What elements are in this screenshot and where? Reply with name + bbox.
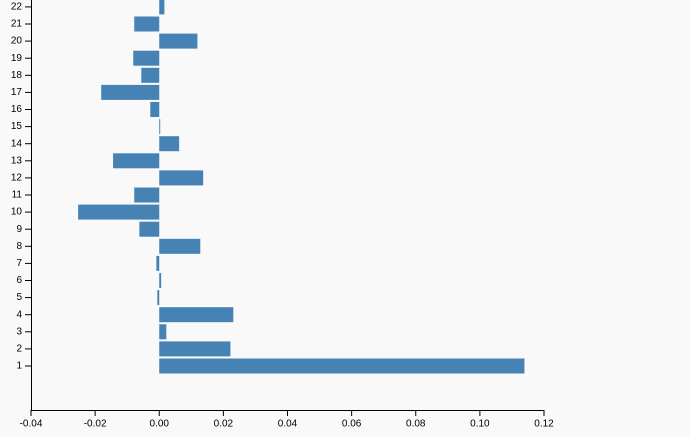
y-tick-label: 13 — [11, 155, 23, 166]
bar — [133, 50, 160, 66]
x-tick-label: -0.04 — [20, 419, 43, 430]
bar — [139, 221, 160, 237]
bar — [159, 33, 198, 49]
y-tick-label: 16 — [11, 104, 23, 115]
y-tick-label: 2 — [16, 344, 22, 355]
bar — [78, 204, 160, 220]
bar — [159, 0, 165, 15]
x-tick-label: 0.10 — [470, 419, 490, 430]
y-tick-label: 8 — [16, 241, 22, 252]
x-tick-label: 0.02 — [214, 419, 234, 430]
y-tick-label: 1 — [16, 361, 22, 372]
bar — [134, 16, 160, 32]
y-tick-label: 12 — [11, 173, 23, 184]
x-tick-label: -0.02 — [84, 419, 107, 430]
bar — [159, 324, 167, 340]
y-tick-label: 15 — [11, 121, 23, 132]
bar — [159, 119, 161, 135]
y-tick-label: 7 — [16, 258, 22, 269]
y-tick-label: 14 — [11, 138, 23, 149]
x-tick-label: 0.06 — [342, 419, 362, 430]
bar — [134, 187, 160, 203]
y-tick-label: 9 — [16, 224, 22, 235]
y-tick-label: 21 — [11, 19, 23, 30]
bar — [159, 341, 231, 357]
bar — [159, 238, 201, 254]
y-tick-label: 22 — [11, 2, 23, 13]
x-tick-label: 0.08 — [406, 419, 426, 430]
bar — [150, 102, 160, 117]
bar — [159, 307, 234, 323]
bar — [159, 358, 525, 374]
y-tick-label: 20 — [11, 36, 23, 47]
y-tick-label: 18 — [11, 70, 23, 81]
bar — [113, 153, 160, 169]
y-tick-label: 6 — [16, 275, 22, 286]
bar — [101, 84, 160, 100]
y-tick-label: 11 — [12, 190, 23, 201]
y-tick-label: 5 — [16, 292, 22, 303]
y-tick-label: 17 — [11, 87, 23, 98]
bar — [159, 136, 180, 152]
y-tick-label: 4 — [16, 309, 22, 320]
bar — [141, 67, 160, 83]
bar — [159, 170, 204, 186]
bar — [157, 290, 160, 306]
x-tick-label: 0.04 — [278, 419, 298, 430]
bar — [159, 273, 162, 288]
y-tick-label: 19 — [11, 53, 23, 64]
x-tick-label: 0.00 — [150, 419, 170, 430]
x-tick-label: 0.12 — [534, 419, 554, 430]
y-tick-label: 3 — [16, 326, 22, 337]
bar — [156, 255, 160, 271]
y-tick-label: 10 — [11, 207, 23, 218]
